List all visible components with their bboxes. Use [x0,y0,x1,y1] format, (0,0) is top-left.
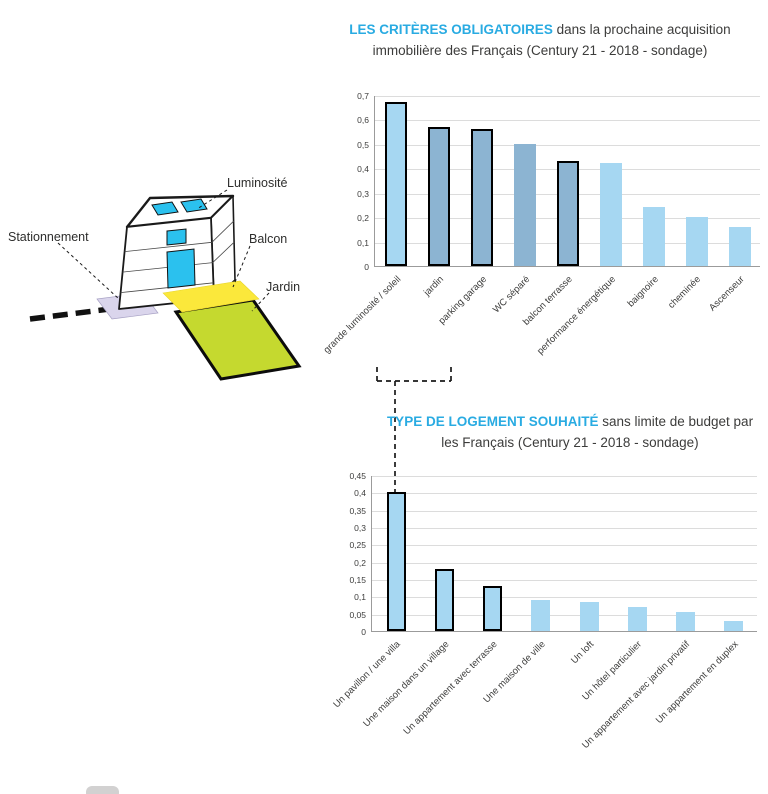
chart-title-bottom-rest: sans limite de budget par les Français (… [441,414,754,450]
housing-x-axis-labels: Un pavillon / une villa Une maison dans u… [332,632,757,782]
skylight-window-icon [151,201,179,216]
x-axis-label: parking garage [436,274,490,327]
leader-lines [57,189,270,312]
garden-shape [173,298,302,381]
gridline [372,580,757,581]
y-axis-tick-label: 0,2 [354,557,366,568]
chart-title-top-accent: LES CRITÈRES OBLIGATOIRES [349,22,553,37]
x-axis-label: jardin [421,274,447,299]
bar [599,163,622,266]
skylight-window-icon [180,198,208,213]
y-axis-tick-label: 0,3 [354,523,366,533]
bar [385,102,408,266]
bar [531,599,551,631]
gridline [375,120,760,122]
bar [471,129,494,266]
y-axis-tick-label: 0,7 [357,91,369,101]
x-axis-label: Une maison dans un village [360,639,452,730]
label-luminosite: Luminosité [227,176,287,190]
house-diagram: Luminosité Stationnement Balcon Jardin [8,176,302,381]
y-axis-tick-label: 0,4 [357,164,369,175]
label-balcon: Balcon [249,232,287,246]
horizontal-scrollbar-thumb[interactable] [86,786,119,794]
chart-title-top-rest: dans la prochaine acquisition immobilièr… [372,22,731,58]
bar [728,226,751,266]
gridline [372,545,757,547]
gridline [372,510,757,512]
y-axis-tick-label: 0,15 [349,575,366,585]
x-axis-label: Un appartement avec jardin privatif [580,639,693,751]
gridline [372,597,757,599]
housing-type-bar-chart: 0 0,05 0,1 0,15 0,2 0,25 0,3 0,35 0,4 0,45 Un pav… [332,471,757,751]
x-axis-label: Un loft [568,639,596,667]
bar [386,492,406,631]
housing-plot-area: 0 0,05 0,1 0,15 0,2 0,25 0,3 0,35 0,4 0,45 [349,471,757,637]
y-axis-tick-label: 0,1 [357,237,369,248]
chart-title-top: LES CRITÈRES OBLIGATOIRES dans la procha… [315,20,765,62]
chart-title-bottom-accent: TYPE DE LOGEMENT SOUHAITÉ [386,414,599,429]
gridline [375,144,760,146]
door-shape [166,248,196,289]
x-axis-label: Une maison de ville [481,639,548,706]
bar [685,217,708,266]
front-window-icon [166,228,187,246]
balcon-leader-line [232,245,251,288]
y-axis-tick-label: 0,3 [357,188,369,199]
x-axis-label: Ascenseur [706,274,747,314]
stationnement-leader-line [57,242,120,300]
gridline [372,562,757,564]
gridline [375,96,760,97]
bar [579,601,599,631]
y-axis-tick-label: 0,6 [357,115,369,126]
x-axis-label: baignoire [625,274,661,310]
x-axis-label: Un hôtel particulier [580,639,645,703]
bar [434,568,454,631]
gridline [372,476,757,477]
bar [557,160,579,266]
x-axis-label: Un pavillon / une villa [331,639,403,711]
x-axis-label: Un appartement avec terrasse [401,639,500,738]
criteria-bar-chart: 0 0,1 0,2 0,3 0,4 0,5 0,6 0,7 grande luminosité… [322,91,760,357]
x-axis-label: cheminée [666,274,704,311]
bar [428,126,451,266]
x-axis-label: performance énergétique [534,274,618,357]
bar [676,611,696,631]
bar [514,143,537,266]
gridline [372,528,757,529]
label-jardin: Jardin [266,280,300,294]
gridline [372,614,757,616]
y-axis-tick-label: 0 [364,262,369,272]
x-axis-label: balcon terrasse [521,274,575,328]
balcony-shape [162,280,260,313]
criteria-plot-area: 0 0,1 0,2 0,3 0,4 0,5 0,6 0,7 [357,91,760,272]
gridline [372,493,757,495]
y-axis-tick-label: 0 [361,627,366,637]
y-axis-tick-label: 0,25 [349,540,366,551]
bar [483,585,503,631]
y-axis-tick-label: 0,1 [354,592,366,603]
y-axis-tick-label: 0,2 [357,213,369,224]
x-axis-label: Un appartement en duplex [653,639,741,726]
x-axis-label: grande luminosité / soleil [321,274,404,356]
bar [627,606,647,631]
y-axis-tick-label: 0,05 [349,609,366,620]
y-axis-tick-label: 0,4 [354,488,366,499]
y-axis-tick-label: 0,35 [349,505,366,516]
chart-title-bottom: TYPE DE LOGEMENT SOUHAITÉ sans limite de… [385,412,755,454]
bar [724,620,744,631]
jardin-leader-line [251,292,270,312]
y-axis-tick-label: 0,45 [349,471,366,481]
x-axis-label: WC séparé [490,274,532,316]
bar [642,207,665,266]
label-stationnement: Stationnement [8,230,89,244]
y-axis-tick-label: 0,5 [357,139,369,150]
